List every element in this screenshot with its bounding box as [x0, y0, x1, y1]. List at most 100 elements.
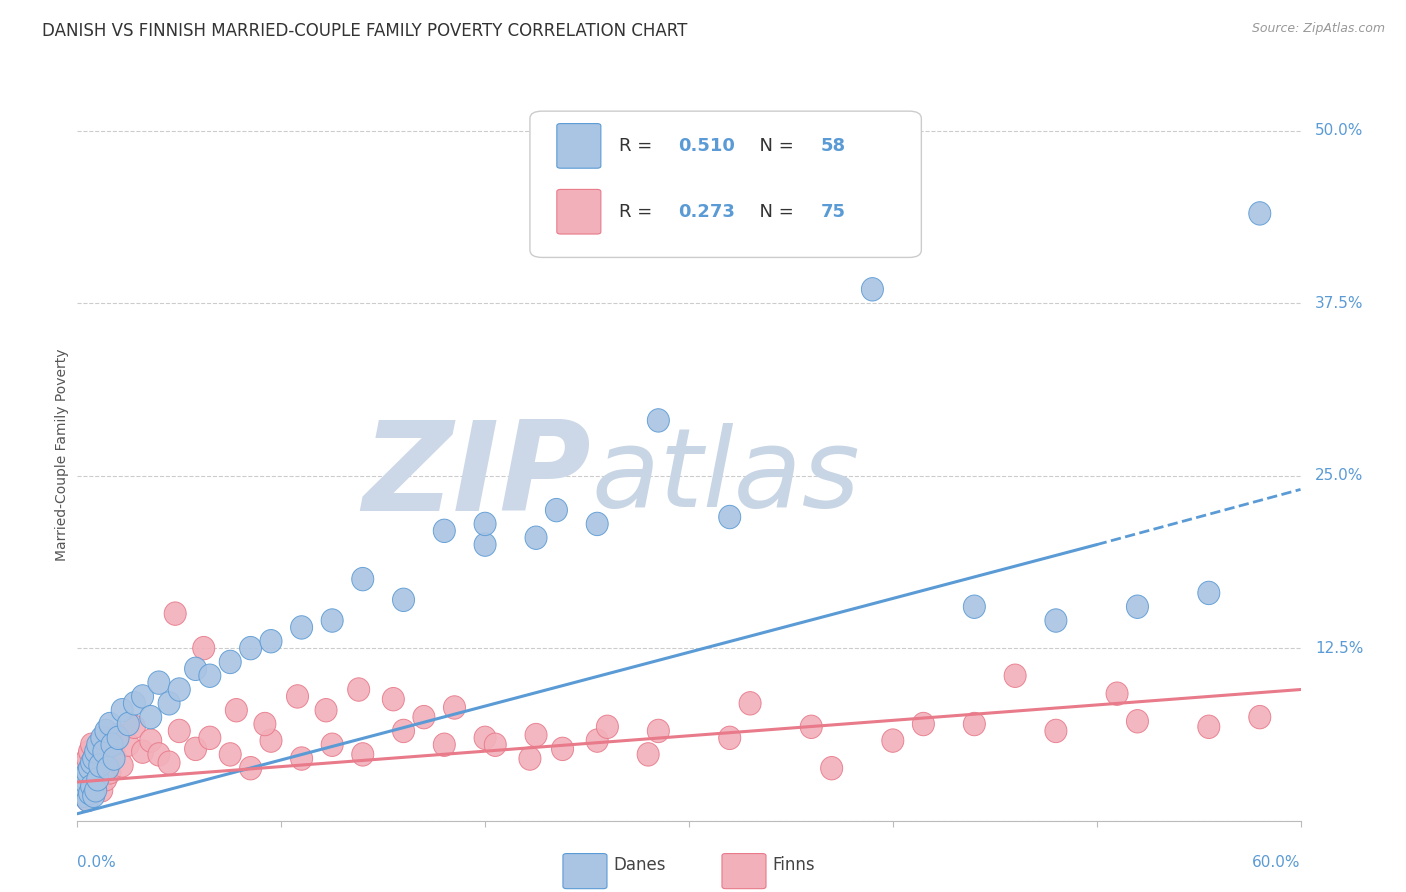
- Ellipse shape: [83, 747, 104, 770]
- FancyBboxPatch shape: [557, 189, 600, 234]
- Ellipse shape: [524, 723, 547, 747]
- Ellipse shape: [73, 784, 94, 807]
- Ellipse shape: [1045, 609, 1067, 632]
- Ellipse shape: [963, 713, 986, 736]
- Ellipse shape: [1198, 715, 1220, 739]
- Ellipse shape: [551, 737, 574, 761]
- Ellipse shape: [382, 688, 405, 711]
- Ellipse shape: [352, 567, 374, 591]
- Ellipse shape: [111, 754, 134, 777]
- Ellipse shape: [83, 771, 104, 794]
- Ellipse shape: [413, 706, 434, 729]
- Ellipse shape: [1107, 682, 1128, 706]
- Ellipse shape: [169, 719, 190, 743]
- Ellipse shape: [239, 756, 262, 780]
- Text: 50.0%: 50.0%: [1315, 123, 1364, 138]
- Ellipse shape: [821, 756, 842, 780]
- Text: 58: 58: [821, 136, 846, 155]
- Ellipse shape: [76, 761, 98, 784]
- Ellipse shape: [94, 767, 117, 791]
- Ellipse shape: [83, 784, 104, 807]
- Ellipse shape: [80, 733, 103, 756]
- Ellipse shape: [392, 588, 415, 612]
- Text: Source: ZipAtlas.com: Source: ZipAtlas.com: [1251, 22, 1385, 36]
- Ellipse shape: [239, 636, 262, 660]
- FancyBboxPatch shape: [562, 854, 607, 888]
- Ellipse shape: [433, 519, 456, 542]
- Ellipse shape: [93, 740, 115, 764]
- Ellipse shape: [75, 771, 97, 794]
- Ellipse shape: [882, 729, 904, 752]
- Ellipse shape: [75, 754, 97, 777]
- Ellipse shape: [98, 761, 121, 784]
- Ellipse shape: [647, 719, 669, 743]
- Ellipse shape: [718, 726, 741, 749]
- Ellipse shape: [546, 499, 568, 522]
- Ellipse shape: [963, 595, 986, 618]
- FancyBboxPatch shape: [530, 112, 921, 258]
- Text: 37.5%: 37.5%: [1315, 295, 1364, 310]
- Ellipse shape: [800, 715, 823, 739]
- Ellipse shape: [1004, 664, 1026, 688]
- Ellipse shape: [347, 678, 370, 701]
- FancyBboxPatch shape: [721, 854, 766, 888]
- Ellipse shape: [1249, 202, 1271, 225]
- Ellipse shape: [101, 747, 122, 770]
- Ellipse shape: [103, 747, 125, 770]
- Text: 60.0%: 60.0%: [1253, 855, 1301, 870]
- Ellipse shape: [165, 602, 186, 625]
- Ellipse shape: [84, 751, 107, 774]
- Ellipse shape: [79, 756, 101, 780]
- Ellipse shape: [1126, 709, 1149, 733]
- Ellipse shape: [291, 615, 312, 640]
- Ellipse shape: [862, 277, 883, 301]
- Ellipse shape: [97, 756, 120, 780]
- Ellipse shape: [101, 733, 122, 756]
- Ellipse shape: [157, 751, 180, 774]
- Ellipse shape: [73, 761, 94, 784]
- Ellipse shape: [70, 774, 93, 797]
- Ellipse shape: [184, 737, 207, 761]
- Ellipse shape: [484, 733, 506, 756]
- Ellipse shape: [139, 706, 162, 729]
- Ellipse shape: [97, 726, 120, 749]
- Ellipse shape: [107, 726, 129, 749]
- Ellipse shape: [89, 743, 111, 766]
- Ellipse shape: [80, 774, 103, 797]
- Ellipse shape: [76, 747, 98, 770]
- Ellipse shape: [69, 781, 90, 805]
- Text: 25.0%: 25.0%: [1315, 468, 1364, 483]
- Ellipse shape: [79, 781, 101, 805]
- Text: 0.0%: 0.0%: [77, 855, 117, 870]
- Ellipse shape: [69, 767, 90, 791]
- Ellipse shape: [98, 713, 121, 736]
- Ellipse shape: [596, 715, 619, 739]
- Text: 75: 75: [821, 202, 846, 220]
- Text: Finns: Finns: [772, 855, 814, 873]
- Ellipse shape: [75, 779, 97, 802]
- Ellipse shape: [586, 512, 609, 535]
- Ellipse shape: [254, 713, 276, 736]
- Ellipse shape: [70, 774, 93, 797]
- Ellipse shape: [76, 789, 98, 812]
- Ellipse shape: [1198, 582, 1220, 605]
- Y-axis label: Married-Couple Family Poverty: Married-Couple Family Poverty: [55, 349, 69, 561]
- Ellipse shape: [79, 781, 101, 805]
- Ellipse shape: [148, 743, 170, 766]
- Ellipse shape: [586, 729, 609, 752]
- Ellipse shape: [1126, 595, 1149, 618]
- Ellipse shape: [79, 740, 101, 764]
- Ellipse shape: [321, 609, 343, 632]
- Ellipse shape: [912, 713, 935, 736]
- Text: R =: R =: [619, 202, 658, 220]
- Ellipse shape: [91, 726, 112, 749]
- Ellipse shape: [132, 685, 153, 708]
- Ellipse shape: [107, 723, 129, 747]
- Ellipse shape: [740, 691, 761, 715]
- Ellipse shape: [184, 657, 207, 681]
- Text: atlas: atlas: [591, 424, 859, 531]
- Ellipse shape: [198, 726, 221, 749]
- Ellipse shape: [124, 691, 145, 715]
- Ellipse shape: [219, 650, 242, 673]
- Text: N =: N =: [748, 136, 799, 155]
